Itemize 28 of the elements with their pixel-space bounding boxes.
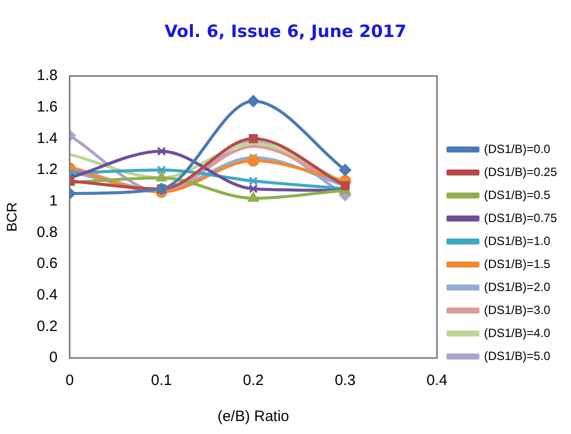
text: Vol. 6, Issue 6, June 2017 [164, 22, 408, 42]
y-tick-label: 0.4 [36, 286, 58, 304]
x-tick-label: 0.1 [151, 372, 172, 390]
legend-label: (DS1/B)=2.0 [484, 280, 551, 294]
legend-label: (DS1/B)=3.0 [484, 302, 551, 317]
y-tick-label: 1.2 [36, 161, 58, 178]
y-tick-label: 0.8 [36, 224, 58, 241]
y-axis-title: BCR [3, 202, 20, 232]
x-tick-label: 0 [65, 372, 74, 390]
legend-label: (DS1/B)=0.5 [484, 188, 551, 202]
x-tick-label: 0.2 [242, 372, 264, 390]
y-tick-label: 0.6 [36, 255, 58, 272]
y-tick-label: 1.8 [36, 67, 58, 84]
y-tick-label: 0 [49, 349, 58, 366]
y-tick-label: 1.4 [36, 130, 58, 147]
y-tick-label: 1.6 [36, 98, 58, 116]
x-tick-label: 0.3 [334, 372, 356, 390]
legend-label: (DS1/B)=0.75 [484, 210, 558, 225]
legend-label: (DS1/B)=1.5 [484, 256, 551, 271]
x-tick-label: 0.4 [426, 372, 448, 390]
y-tick-label: 0.2 [36, 318, 58, 335]
legend-label: (DS1/B)=0.25 [484, 164, 558, 179]
legend-label: (DS1/B)=5.0 [484, 348, 551, 363]
legend-label: (DS1/B)=4.0 [484, 326, 551, 340]
y-tick-label: 1 [49, 192, 58, 210]
legend-label: (DS1/B)=0.0 [484, 142, 551, 156]
legend-label: (DS1/B)=1.0 [484, 234, 551, 248]
x-axis-title: (e/B) Ratio [217, 408, 290, 426]
